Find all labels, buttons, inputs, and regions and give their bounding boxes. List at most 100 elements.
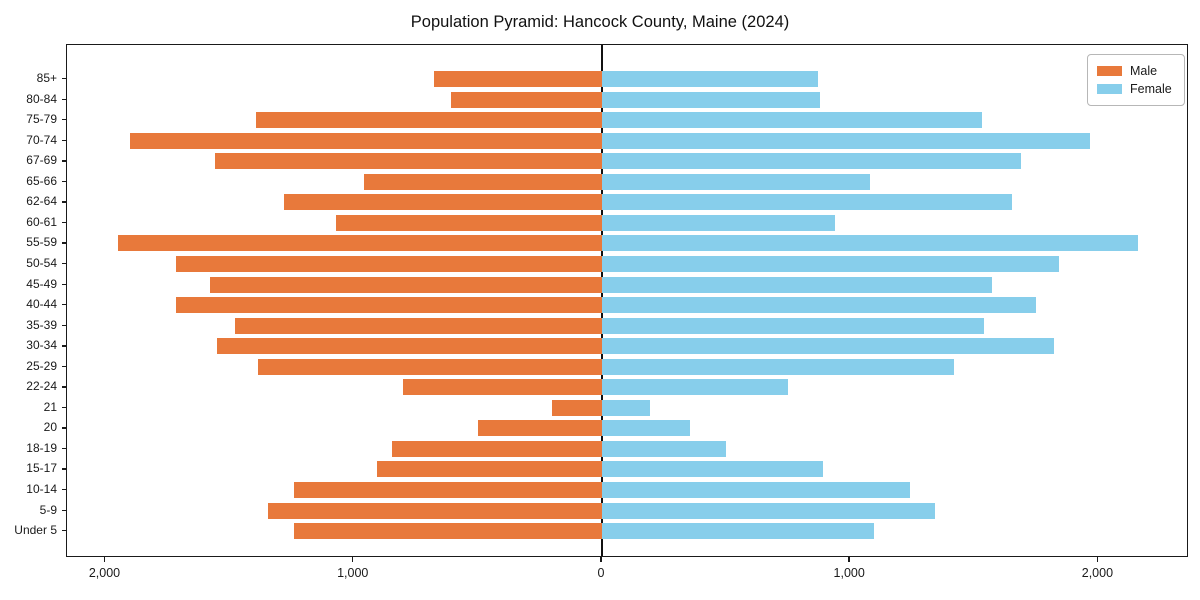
legend: Male Female: [1087, 54, 1185, 106]
y-tick-mark: [62, 78, 66, 80]
y-axis-label-62-64: 62-64: [26, 194, 57, 209]
y-tick-mark: [62, 345, 66, 347]
bar-female-30-34: [601, 338, 1054, 355]
bar-male-5-9: [268, 502, 602, 519]
bar-female-62-64: [601, 194, 1012, 211]
y-tick-mark: [62, 530, 66, 532]
y-tick-mark: [62, 201, 66, 203]
y-axis-label-10-14: 10-14: [26, 482, 57, 496]
bar-female-5-9: [601, 502, 935, 519]
bar-female-10-14: [601, 482, 910, 498]
bar-male-22-24: [403, 379, 602, 396]
x-tick-label: 0: [597, 566, 605, 580]
y-axis-label-67-69: 67-69: [26, 153, 57, 168]
bar-male-20: [477, 420, 602, 437]
y-axis-label-70-74: 70-74: [26, 132, 57, 147]
female-swatch-icon: [1097, 84, 1122, 94]
y-axis-label-85+: 85+: [36, 71, 57, 85]
y-axis-label-18-19: 18-19: [26, 440, 57, 455]
y-tick-mark: [62, 283, 66, 285]
bar-male-18-19: [392, 440, 602, 457]
y-tick-mark: [62, 304, 66, 306]
bar-female-45-49: [601, 276, 992, 293]
plot-area: [66, 44, 1188, 557]
x-tick-mark: [600, 557, 602, 562]
bar-male-50-54: [176, 255, 602, 272]
y-tick-mark: [62, 406, 66, 409]
y-axis-label-21: 21: [43, 399, 57, 414]
x-tick-label: 2,000: [88, 566, 121, 580]
bar-male-85+: [434, 71, 602, 87]
bar-male-10-14: [294, 482, 602, 498]
y-axis-label-55-59: 55-59: [26, 235, 57, 250]
y-axis-label-40-44: 40-44: [26, 297, 57, 312]
y-axis-label-30-34: 30-34: [26, 338, 57, 353]
x-tick-label: 1,000: [833, 566, 865, 580]
bar-male-21: [552, 399, 602, 416]
bar-female-65-66: [601, 173, 870, 190]
y-axis-label-80-84: 80-84: [26, 91, 57, 106]
y-tick-mark: [62, 160, 66, 162]
y-axis-label-50-54: 50-54: [26, 255, 57, 270]
y-axis-label-35-39: 35-39: [26, 317, 57, 332]
bar-male-40-44: [176, 297, 602, 314]
male-swatch-icon: [1097, 66, 1122, 76]
x-tick-label: 1,000: [337, 566, 369, 580]
legend-item-male: Male: [1097, 62, 1174, 80]
bar-female-75-79: [601, 112, 982, 129]
bar-male-35-39: [234, 317, 602, 334]
y-tick-mark: [62, 242, 66, 244]
bar-male-45-49: [209, 276, 602, 293]
y-axis-label-under-5: Under 5: [14, 523, 57, 538]
bar-female-55-59: [601, 235, 1139, 252]
bar-male-67-69: [214, 153, 602, 170]
y-axis-label-15-17: 15-17: [26, 461, 57, 476]
y-tick-mark: [62, 180, 66, 183]
bar-female-50-54: [601, 255, 1059, 272]
bar-male-70-74: [130, 132, 602, 149]
bar-female-under-5: [601, 523, 874, 540]
bar-female-22-24: [601, 379, 789, 396]
y-tick-mark: [62, 119, 66, 121]
bar-male-under-5: [294, 523, 602, 540]
bar-female-85+: [601, 71, 818, 87]
bar-female-25-29: [601, 358, 955, 375]
bar-male-80-84: [450, 91, 602, 108]
x-tick-mark: [352, 557, 354, 562]
y-tick-mark: [62, 262, 66, 265]
bar-female-70-74: [601, 132, 1090, 149]
y-tick-mark: [62, 427, 66, 429]
y-tick-mark: [62, 468, 66, 470]
y-tick-mark: [62, 489, 66, 491]
bar-female-20: [601, 420, 691, 437]
chart-title: Population Pyramid: Hancock County, Main…: [410, 13, 790, 31]
x-tick-mark: [1096, 557, 1099, 562]
legend-item-female: Female: [1097, 80, 1174, 98]
y-tick-mark: [62, 324, 66, 326]
bar-female-35-39: [601, 317, 985, 334]
x-tick-label: 2,000: [1081, 566, 1114, 580]
y-tick-mark: [62, 509, 66, 511]
bar-male-75-79: [255, 112, 602, 129]
bar-female-40-44: [601, 297, 1037, 314]
legend-female-label: Female: [1130, 82, 1172, 96]
y-axis-label-25-29: 25-29: [26, 358, 57, 373]
y-tick-mark: [62, 447, 66, 450]
bar-male-60-61: [336, 214, 602, 231]
y-axis-label-22-24: 22-24: [26, 379, 57, 394]
bar-male-62-64: [284, 194, 602, 211]
y-axis-label-65-66: 65-66: [26, 173, 57, 188]
y-axis-label-60-61: 60-61: [26, 214, 57, 229]
bar-male-30-34: [217, 338, 602, 355]
y-axis-label-20: 20: [43, 420, 57, 435]
y-tick-mark: [62, 386, 66, 388]
bar-female-21: [601, 399, 651, 416]
y-tick-mark: [62, 98, 66, 100]
y-axis-label-5-9: 5-9: [39, 502, 57, 517]
x-tick-mark: [103, 557, 106, 562]
y-axis-label-75-79: 75-79: [26, 112, 57, 127]
bar-male-65-66: [363, 173, 602, 190]
y-tick-mark: [62, 221, 66, 224]
y-tick-mark: [62, 365, 66, 368]
